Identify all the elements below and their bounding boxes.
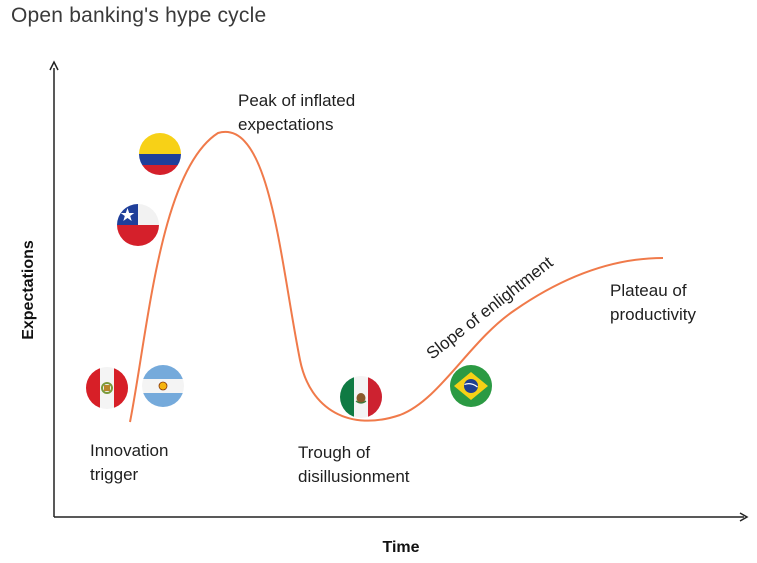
plateau-label-line1: Plateau of (610, 281, 687, 300)
peak-label-line1: Peak of inflated (238, 91, 355, 110)
trough-label-line1: Trough of (298, 443, 370, 462)
x-axis-arrow-icon (739, 512, 749, 522)
colombia-flag-icon (139, 133, 181, 175)
argentina-flag-icon (142, 365, 184, 407)
trough-label: Trough of disillusionment (298, 443, 410, 486)
plateau-label-line2: productivity (610, 305, 696, 324)
mexico-flag-icon (340, 376, 382, 418)
y-axis-label: Expectations (20, 240, 37, 340)
hype-curve (129, 130, 664, 423)
x-axis-label: Time (382, 539, 419, 556)
peru-flag-icon (86, 367, 128, 409)
page-title: Open banking's hype cycle (11, 4, 267, 27)
innovation-trigger-label-line2: trigger (90, 465, 139, 484)
brazil-flag-icon (450, 365, 492, 407)
y-axis-arrow-icon (49, 60, 59, 71)
chile-flag-icon (117, 204, 159, 246)
plateau-label: Plateau of productivity (610, 281, 696, 324)
slope-label: Slope of enlightment (423, 253, 557, 364)
peak-label: Peak of inflated expectations (238, 91, 360, 134)
axes (49, 60, 749, 522)
trough-label-line2: disillusionment (298, 467, 410, 486)
peak-label-line2: expectations (238, 115, 333, 134)
innovation-trigger-label: Innovation trigger (90, 441, 173, 484)
innovation-trigger-label-line1: Innovation (90, 441, 168, 460)
